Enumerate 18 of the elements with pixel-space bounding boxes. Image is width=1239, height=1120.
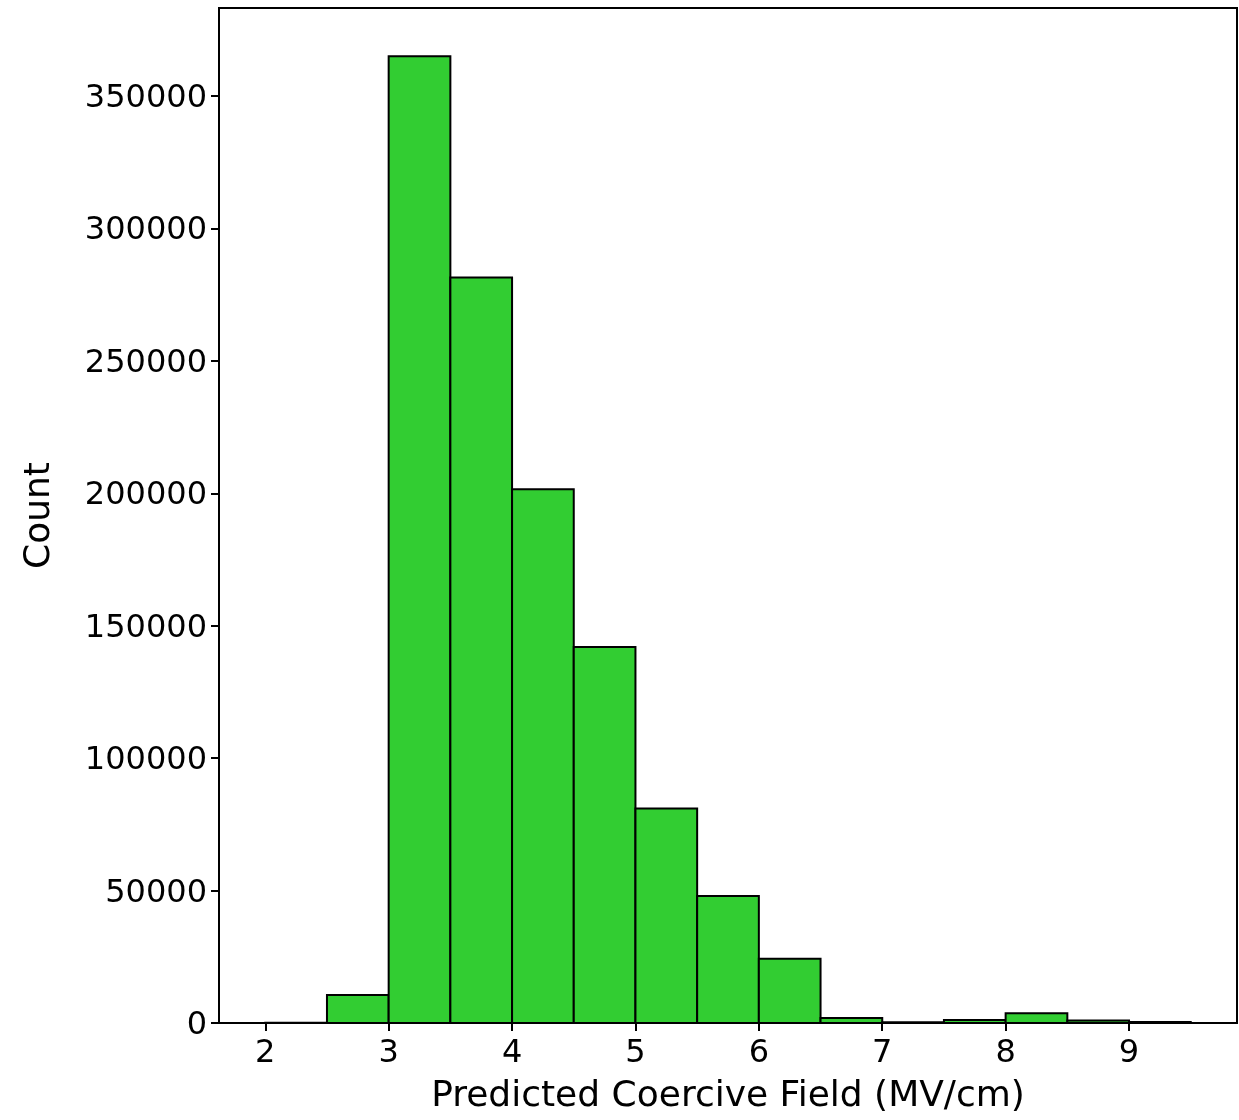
x-tick-label: 8 [995,1032,1016,1070]
y-tick-label: 0 [186,1004,207,1042]
x-tick-label: 9 [1118,1032,1140,1070]
x-axis-title: Predicted Coercive Field (MV/cm) [431,1072,1025,1114]
x-tick-label: 7 [872,1032,893,1070]
y-tick-label: 300000 [84,209,207,248]
x-tick-label: 6 [748,1032,770,1070]
y-tick-label: 50000 [105,871,207,910]
y-tick-label: 200000 [84,474,207,513]
y-axis-title: Count [15,462,57,569]
y-tick-label: 250000 [84,341,207,380]
x-tick-label: 3 [378,1032,399,1070]
x-tick-label: 2 [255,1032,276,1070]
x-tick-label: 5 [625,1032,646,1070]
y-tick-label: 100000 [84,739,207,778]
x-tick-label: 4 [501,1032,523,1070]
y-tick-label: 150000 [84,606,207,645]
y-tick-label: 350000 [84,77,207,116]
